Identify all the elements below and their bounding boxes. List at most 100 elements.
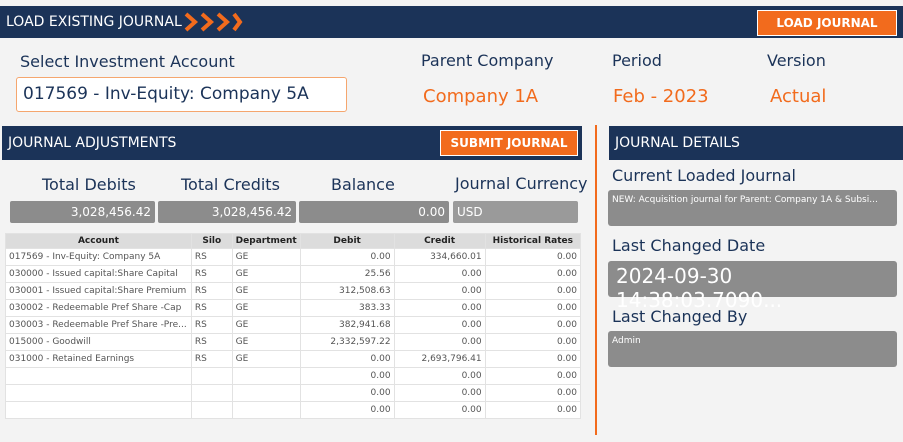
- table-cell[interactable]: 0.00: [393, 401, 486, 419]
- table-cell[interactable]: 030001 - Issued capital:Share Premium: [5, 282, 192, 300]
- column-header[interactable]: Account: [5, 233, 192, 249]
- table-cell[interactable]: 2,693,796.41: [393, 350, 486, 368]
- table-cell[interactable]: 0.00: [393, 265, 486, 283]
- divider: [595, 125, 597, 435]
- table-row[interactable]: 030000 - Issued capital:Share Capital RS G…: [5, 265, 582, 283]
- table-cell[interactable]: RS: [190, 265, 233, 283]
- journal-currency-value[interactable]: USD: [453, 201, 578, 223]
- table-cell[interactable]: GE: [231, 282, 301, 300]
- table-cell[interactable]: RS: [190, 248, 233, 266]
- table-cell[interactable]: 0.00: [299, 248, 395, 266]
- table-row[interactable]: 030001 - Issued capital:Share Premium RS G…: [5, 282, 582, 300]
- parent-company-label: Parent Company: [421, 51, 554, 70]
- table-cell[interactable]: 0.00: [393, 333, 486, 351]
- table-cell[interactable]: [5, 384, 192, 402]
- table-cell[interactable]: [231, 401, 301, 419]
- table-cell[interactable]: 030003 - Redeemable Pref Share -Pre...: [5, 316, 192, 334]
- table-cell[interactable]: GE: [231, 299, 301, 317]
- total-debits-value: 3,028,456.42: [10, 201, 155, 223]
- last-changed-date-label: Last Changed Date: [612, 236, 766, 255]
- table-cell[interactable]: 334,660.01: [393, 248, 486, 266]
- table-cell[interactable]: [231, 367, 301, 385]
- table-cell[interactable]: 25.56: [299, 265, 395, 283]
- table-cell[interactable]: GE: [231, 265, 301, 283]
- table-cell[interactable]: GE: [231, 316, 301, 334]
- table-cell[interactable]: 0.00: [393, 316, 486, 334]
- table-row[interactable]: 0.00 0.00 0.00: [5, 401, 582, 419]
- table-cell[interactable]: 030002 - Redeemable Pref Share -Cap: [5, 299, 192, 317]
- column-header[interactable]: Silo: [190, 233, 233, 249]
- table-cell[interactable]: GE: [231, 333, 301, 351]
- table-cell[interactable]: 0.00: [299, 367, 395, 385]
- table-cell[interactable]: 0.00: [299, 401, 395, 419]
- table-cell[interactable]: RS: [190, 282, 233, 300]
- table-row[interactable]: 0.00 0.00 0.00: [5, 367, 582, 385]
- last-changed-by-value: Admin: [608, 331, 897, 367]
- table-row[interactable]: 0.00 0.00 0.00: [5, 384, 582, 402]
- table-cell[interactable]: RS: [190, 333, 233, 351]
- last-changed-by-label: Last Changed By: [612, 307, 748, 326]
- table-header: Account Silo Department Debit Credit Historic…: [5, 233, 582, 249]
- column-header[interactable]: Historical Rates: [484, 233, 582, 249]
- table-cell[interactable]: 0.00: [393, 367, 486, 385]
- table-cell[interactable]: 0.00: [299, 350, 395, 368]
- current-journal-value: NEW: Acquisition journal for Parent: Com…: [608, 190, 897, 226]
- table-cell[interactable]: 0.00: [484, 316, 582, 334]
- table-cell[interactable]: GE: [231, 248, 301, 266]
- journal-currency-label: Journal Currency: [455, 174, 588, 193]
- column-header[interactable]: Debit: [299, 233, 395, 249]
- column-header[interactable]: Department: [231, 233, 301, 249]
- last-changed-date-value: 2024-09-30 14:38:03.7090...: [608, 261, 897, 312]
- table-cell[interactable]: 0.00: [299, 384, 395, 402]
- submit-journal-button[interactable]: SUBMIT JOURNAL: [440, 130, 578, 156]
- period-label: Period: [612, 51, 662, 70]
- table-row[interactable]: 015000 - Goodwill RS GE 2,332,597.22 0.00 0.0…: [5, 333, 582, 351]
- table-cell[interactable]: GE: [231, 350, 301, 368]
- table-cell[interactable]: 382,941.68: [299, 316, 395, 334]
- table-cell[interactable]: 0.00: [393, 299, 486, 317]
- table-cell[interactable]: [190, 367, 233, 385]
- table-cell[interactable]: 030000 - Issued capital:Share Capital: [5, 265, 192, 283]
- table-cell[interactable]: 0.00: [484, 384, 582, 402]
- table-cell[interactable]: 0.00: [484, 333, 582, 351]
- table-row[interactable]: 031000 - Retained Earnings RS GE 0.00 2,693,…: [5, 350, 582, 368]
- table-cell[interactable]: [231, 384, 301, 402]
- investment-account-input[interactable]: 017569 - Inv-Equity: Company 5A: [16, 77, 347, 112]
- table-row[interactable]: 030003 - Redeemable Pref Share -Pre... RS…: [5, 316, 582, 334]
- table-cell[interactable]: 017569 - Inv-Equity: Company 5A: [5, 248, 192, 266]
- table-cell[interactable]: 0.00: [484, 367, 582, 385]
- table-cell[interactable]: 031000 - Retained Earnings: [5, 350, 192, 368]
- table-cell[interactable]: 2,332,597.22: [299, 333, 395, 351]
- details-title: JOURNAL DETAILS: [615, 135, 740, 151]
- column-header[interactable]: Credit: [393, 233, 486, 249]
- table-cell[interactable]: 0.00: [484, 248, 582, 266]
- table-cell[interactable]: [5, 367, 192, 385]
- load-journal-button[interactable]: LOAD JOURNAL: [757, 10, 897, 36]
- table-cell[interactable]: 015000 - Goodwill: [5, 333, 192, 351]
- table-cell[interactable]: 0.00: [484, 350, 582, 368]
- table-cell[interactable]: 0.00: [393, 282, 486, 300]
- table-cell[interactable]: RS: [190, 299, 233, 317]
- table-cell[interactable]: 0.00: [484, 282, 582, 300]
- balance-value: 0.00: [299, 201, 449, 223]
- table-cell[interactable]: 312,508.63: [299, 282, 395, 300]
- table-cell[interactable]: RS: [190, 350, 233, 368]
- version-label: Version: [767, 51, 826, 70]
- table-cell[interactable]: RS: [190, 316, 233, 334]
- balance-label: Balance: [331, 175, 395, 194]
- load-journal-header: LOAD EXISTING JOURNAL LOAD JOURNAL: [0, 6, 903, 38]
- table-cell[interactable]: 383.33: [299, 299, 395, 317]
- table-row[interactable]: 017569 - Inv-Equity: Company 5A RS GE 0.00 3…: [5, 248, 582, 266]
- table-cell[interactable]: 0.00: [484, 299, 582, 317]
- account-label: Select Investment Account: [20, 52, 235, 71]
- adjustments-title: JOURNAL ADJUSTMENTS: [8, 135, 177, 151]
- table-cell[interactable]: 0.00: [393, 384, 486, 402]
- table-cell[interactable]: [190, 384, 233, 402]
- table-cell[interactable]: [190, 401, 233, 419]
- version-value: Actual: [770, 86, 827, 107]
- table-row[interactable]: 030002 - Redeemable Pref Share -Cap RS GE 3…: [5, 299, 582, 317]
- table-cell[interactable]: [5, 401, 192, 419]
- table-cell[interactable]: 0.00: [484, 265, 582, 283]
- table-cell[interactable]: 0.00: [484, 401, 582, 419]
- current-journal-label: Current Loaded Journal: [612, 166, 796, 185]
